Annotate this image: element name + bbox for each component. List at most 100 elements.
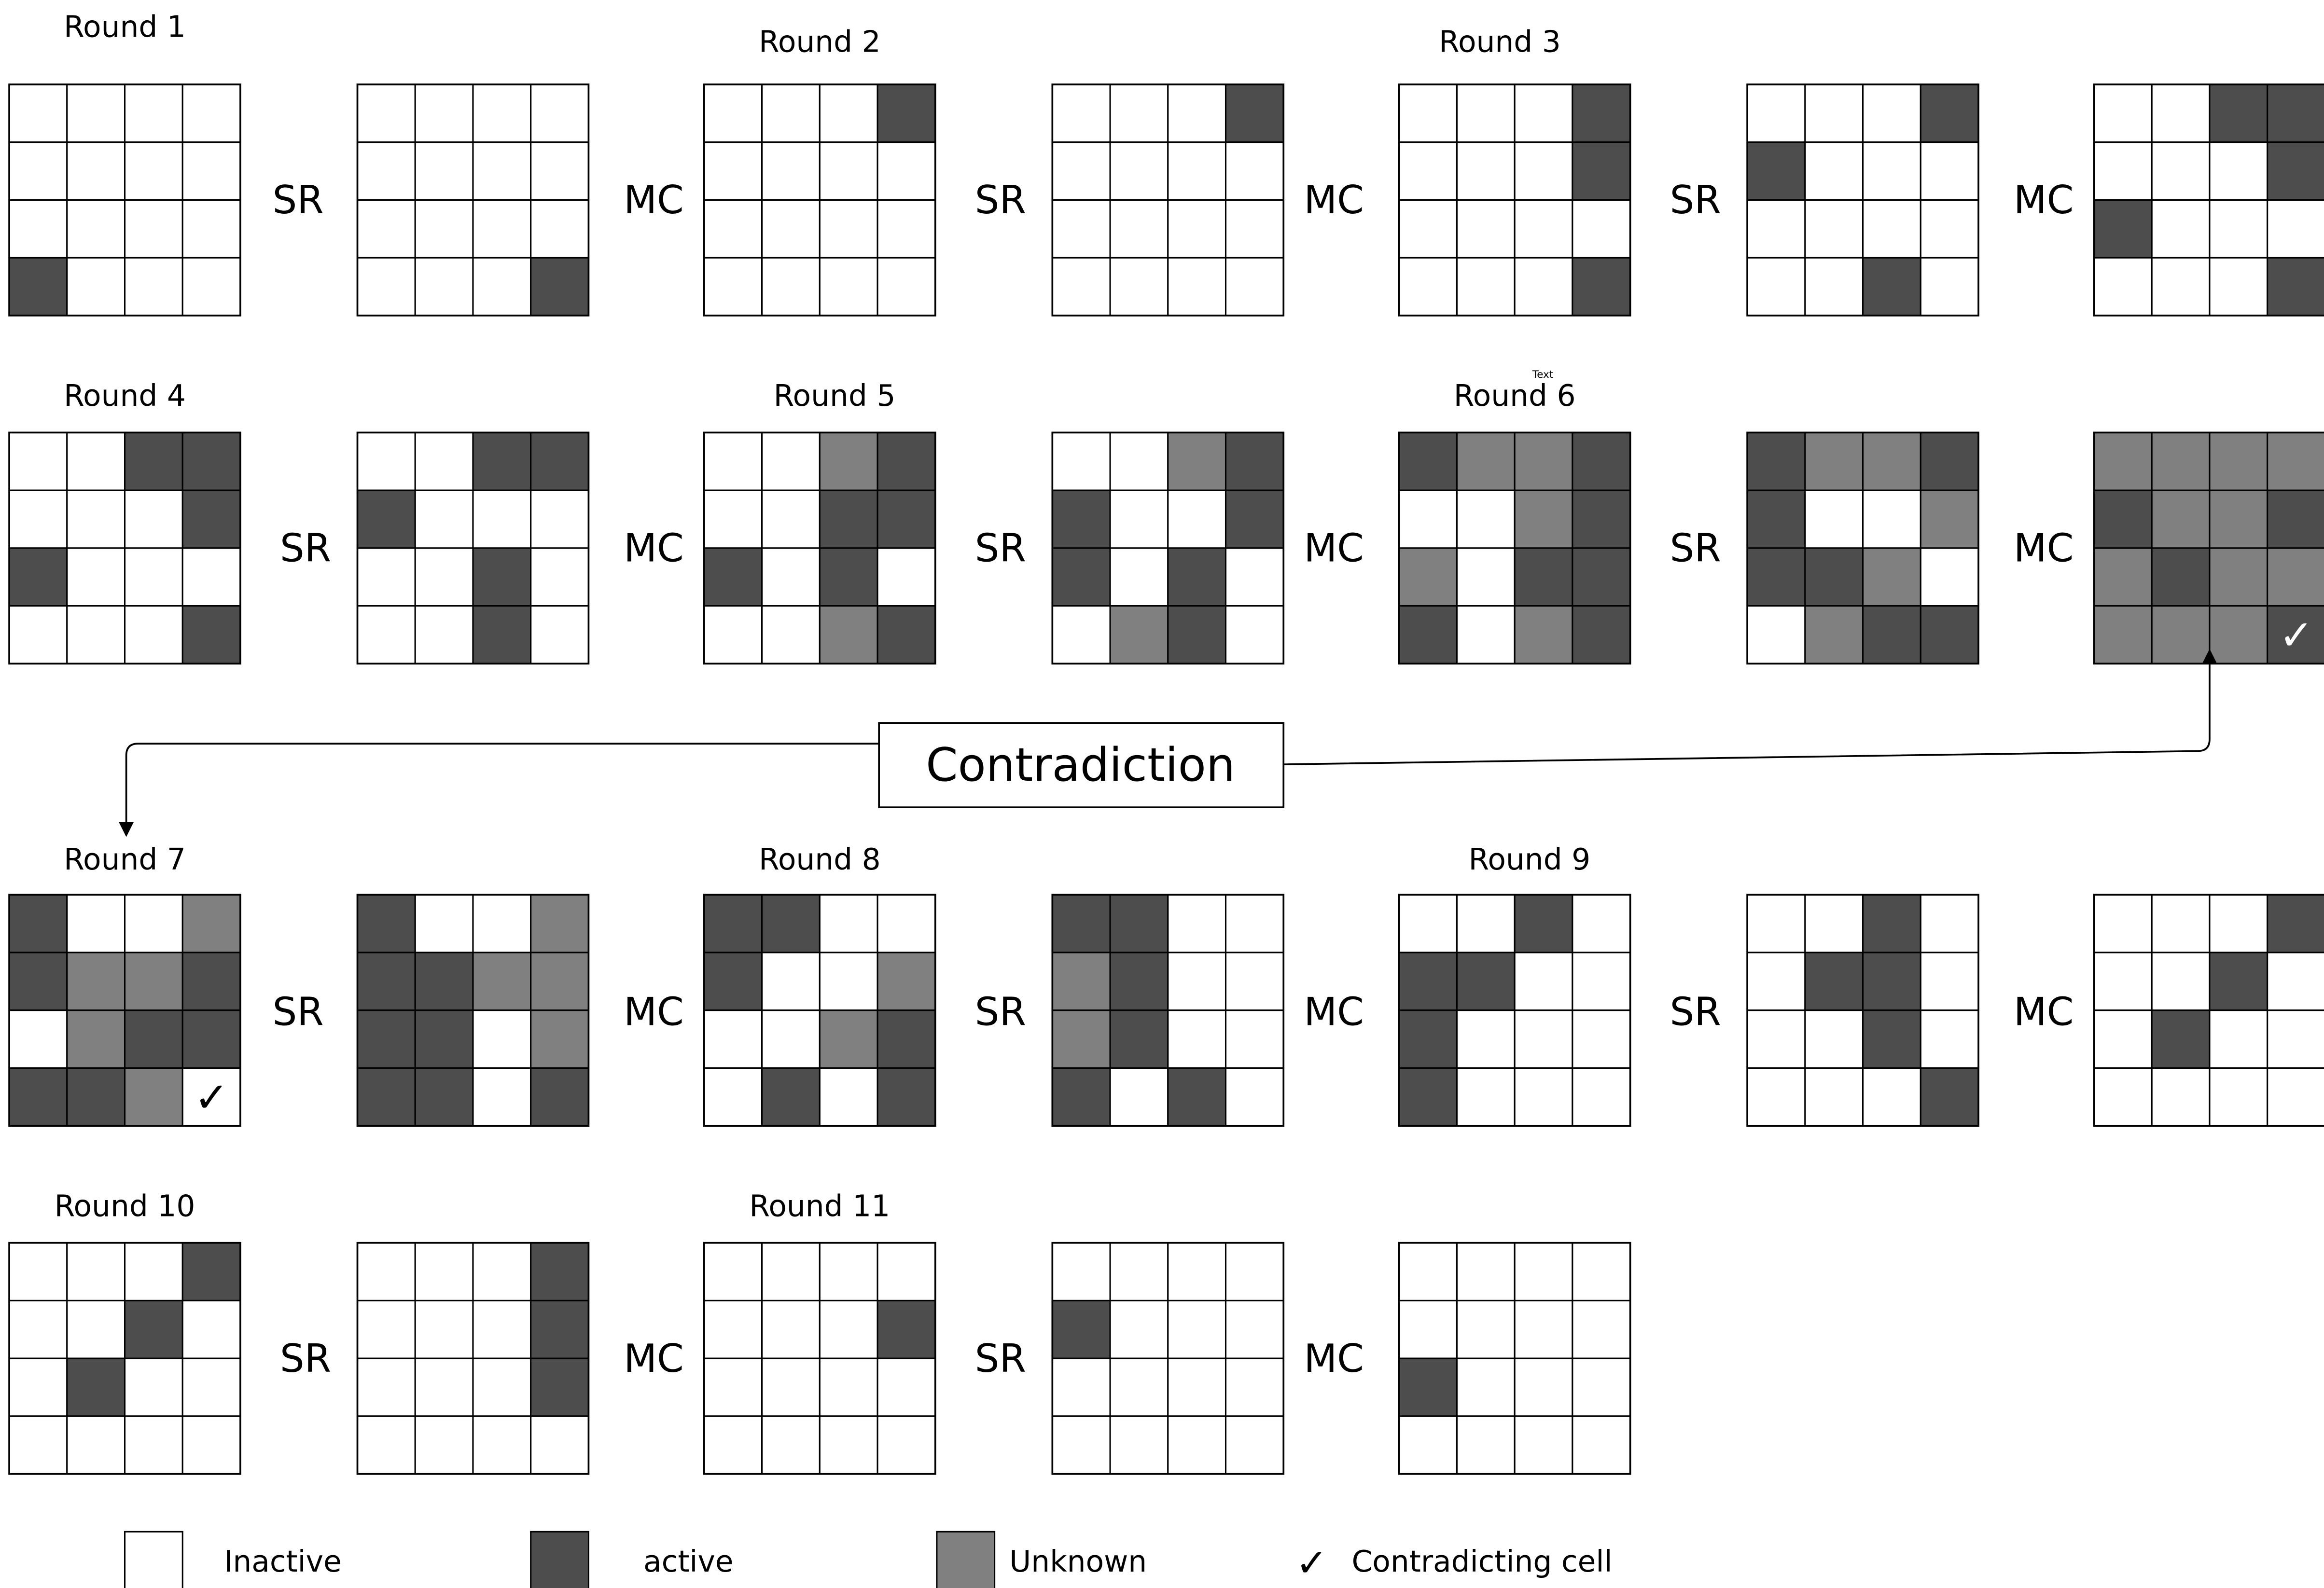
cell-inactive <box>2151 83 2211 143</box>
cell-inactive <box>530 547 589 607</box>
cell-inactive <box>1804 1009 1864 1069</box>
cell-inactive <box>1398 1299 1458 1359</box>
cell-inactive <box>1456 83 1516 143</box>
round-label-2: Round 2 <box>759 25 881 59</box>
cell-inactive <box>1398 257 1458 317</box>
cell-inactive <box>1225 1357 1284 1417</box>
cell-active <box>2267 894 2324 953</box>
cell-inactive <box>1456 199 1516 259</box>
cell-inactive <box>1862 199 1921 259</box>
cell-inactive <box>1456 489 1516 549</box>
cell-active <box>181 952 241 1011</box>
cell-inactive <box>703 489 763 549</box>
cell-active <box>356 894 416 953</box>
cell-inactive <box>1804 199 1864 259</box>
cell-inactive <box>877 1415 936 1475</box>
state-grid <box>1398 431 1631 665</box>
cell-inactive <box>761 1242 821 1301</box>
cell-inactive <box>2151 257 2211 317</box>
round-label-11: Round 11 <box>749 1189 890 1223</box>
cell-active <box>530 1357 589 1417</box>
round-label-7: Round 7 <box>64 842 186 877</box>
cell-unknown <box>1109 605 1169 664</box>
cell-inactive <box>472 1415 532 1475</box>
cell-inactive <box>414 1299 474 1359</box>
op-sr: SR <box>975 526 1026 571</box>
cell-inactive <box>1051 83 1111 143</box>
cell-inactive <box>1109 1415 1169 1475</box>
cell-inactive <box>414 431 474 491</box>
round-label-9: Round 9 <box>1468 842 1590 877</box>
cell-inactive <box>1514 1357 1573 1417</box>
cell-active <box>1225 431 1284 491</box>
op-sr: SR <box>1670 526 1721 571</box>
cell-inactive <box>1051 605 1111 664</box>
cell-inactive <box>819 894 878 953</box>
cell-active <box>1862 952 1921 1011</box>
cell-inactive <box>2151 952 2211 1011</box>
cell-inactive <box>356 83 416 143</box>
cell-unknown <box>66 952 126 1011</box>
cell-active <box>356 489 416 549</box>
cell-unknown <box>877 952 936 1011</box>
state-grid <box>8 1242 241 1475</box>
cell-inactive <box>1456 1067 1516 1127</box>
cell-inactive <box>1225 894 1284 953</box>
state-grid: ✓ <box>8 894 241 1127</box>
cell-inactive <box>356 257 416 317</box>
cell-active <box>530 1067 589 1127</box>
cell-active <box>530 431 589 491</box>
cell-active <box>8 1067 68 1127</box>
cell-inactive <box>1862 489 1921 549</box>
legend-swatch-active <box>530 1531 589 1588</box>
cell-inactive <box>66 1299 126 1359</box>
grid-border <box>703 431 936 665</box>
cell-active <box>2267 605 2324 664</box>
cell-inactive <box>356 141 416 201</box>
cell-active <box>1109 952 1169 1011</box>
cell-active <box>472 547 532 607</box>
cell-unknown <box>1051 952 1111 1011</box>
cell-inactive <box>1746 1067 1806 1127</box>
cell-inactive <box>356 547 416 607</box>
state-grid <box>1398 1242 1631 1475</box>
cell-inactive <box>703 1009 763 1069</box>
cell-active <box>1746 141 1806 201</box>
cell-inactive <box>2151 894 2211 953</box>
cell-inactive <box>1456 894 1516 953</box>
cell-inactive <box>1398 1242 1458 1301</box>
cell-inactive <box>2093 1009 2153 1069</box>
cell-active <box>1862 1009 1921 1069</box>
round-label-4: Round 4 <box>64 379 186 413</box>
cell-inactive <box>1804 83 1864 143</box>
cell-active <box>530 1242 589 1301</box>
cell-inactive <box>1572 1067 1631 1127</box>
cell-inactive <box>181 1415 241 1475</box>
op-sr: SR <box>1670 989 1721 1034</box>
cell-active <box>1572 83 1631 143</box>
cell-inactive <box>124 489 183 549</box>
cell-unknown <box>2093 431 2153 491</box>
grid-border <box>1398 1242 1631 1475</box>
cell-inactive <box>1167 489 1227 549</box>
cell-inactive <box>1225 1415 1284 1475</box>
cell-unknown <box>2209 605 2268 664</box>
cell-inactive <box>1167 1009 1227 1069</box>
cell-inactive <box>356 199 416 259</box>
cell-active <box>356 952 416 1011</box>
grid-border <box>1746 431 1979 665</box>
cell-active <box>2151 547 2211 607</box>
cell-inactive <box>1572 894 1631 953</box>
cell-inactive <box>2209 199 2268 259</box>
cell-inactive <box>1109 141 1169 201</box>
cell-inactive <box>472 1242 532 1301</box>
cell-inactive <box>877 199 936 259</box>
cell-inactive <box>1456 141 1516 201</box>
round-label-8: Round 8 <box>759 842 881 877</box>
state-grid <box>8 431 241 665</box>
cell-inactive <box>1109 1067 1169 1127</box>
cell-active <box>703 547 763 607</box>
cell-inactive <box>1167 1357 1227 1417</box>
cell-inactive <box>124 547 183 607</box>
